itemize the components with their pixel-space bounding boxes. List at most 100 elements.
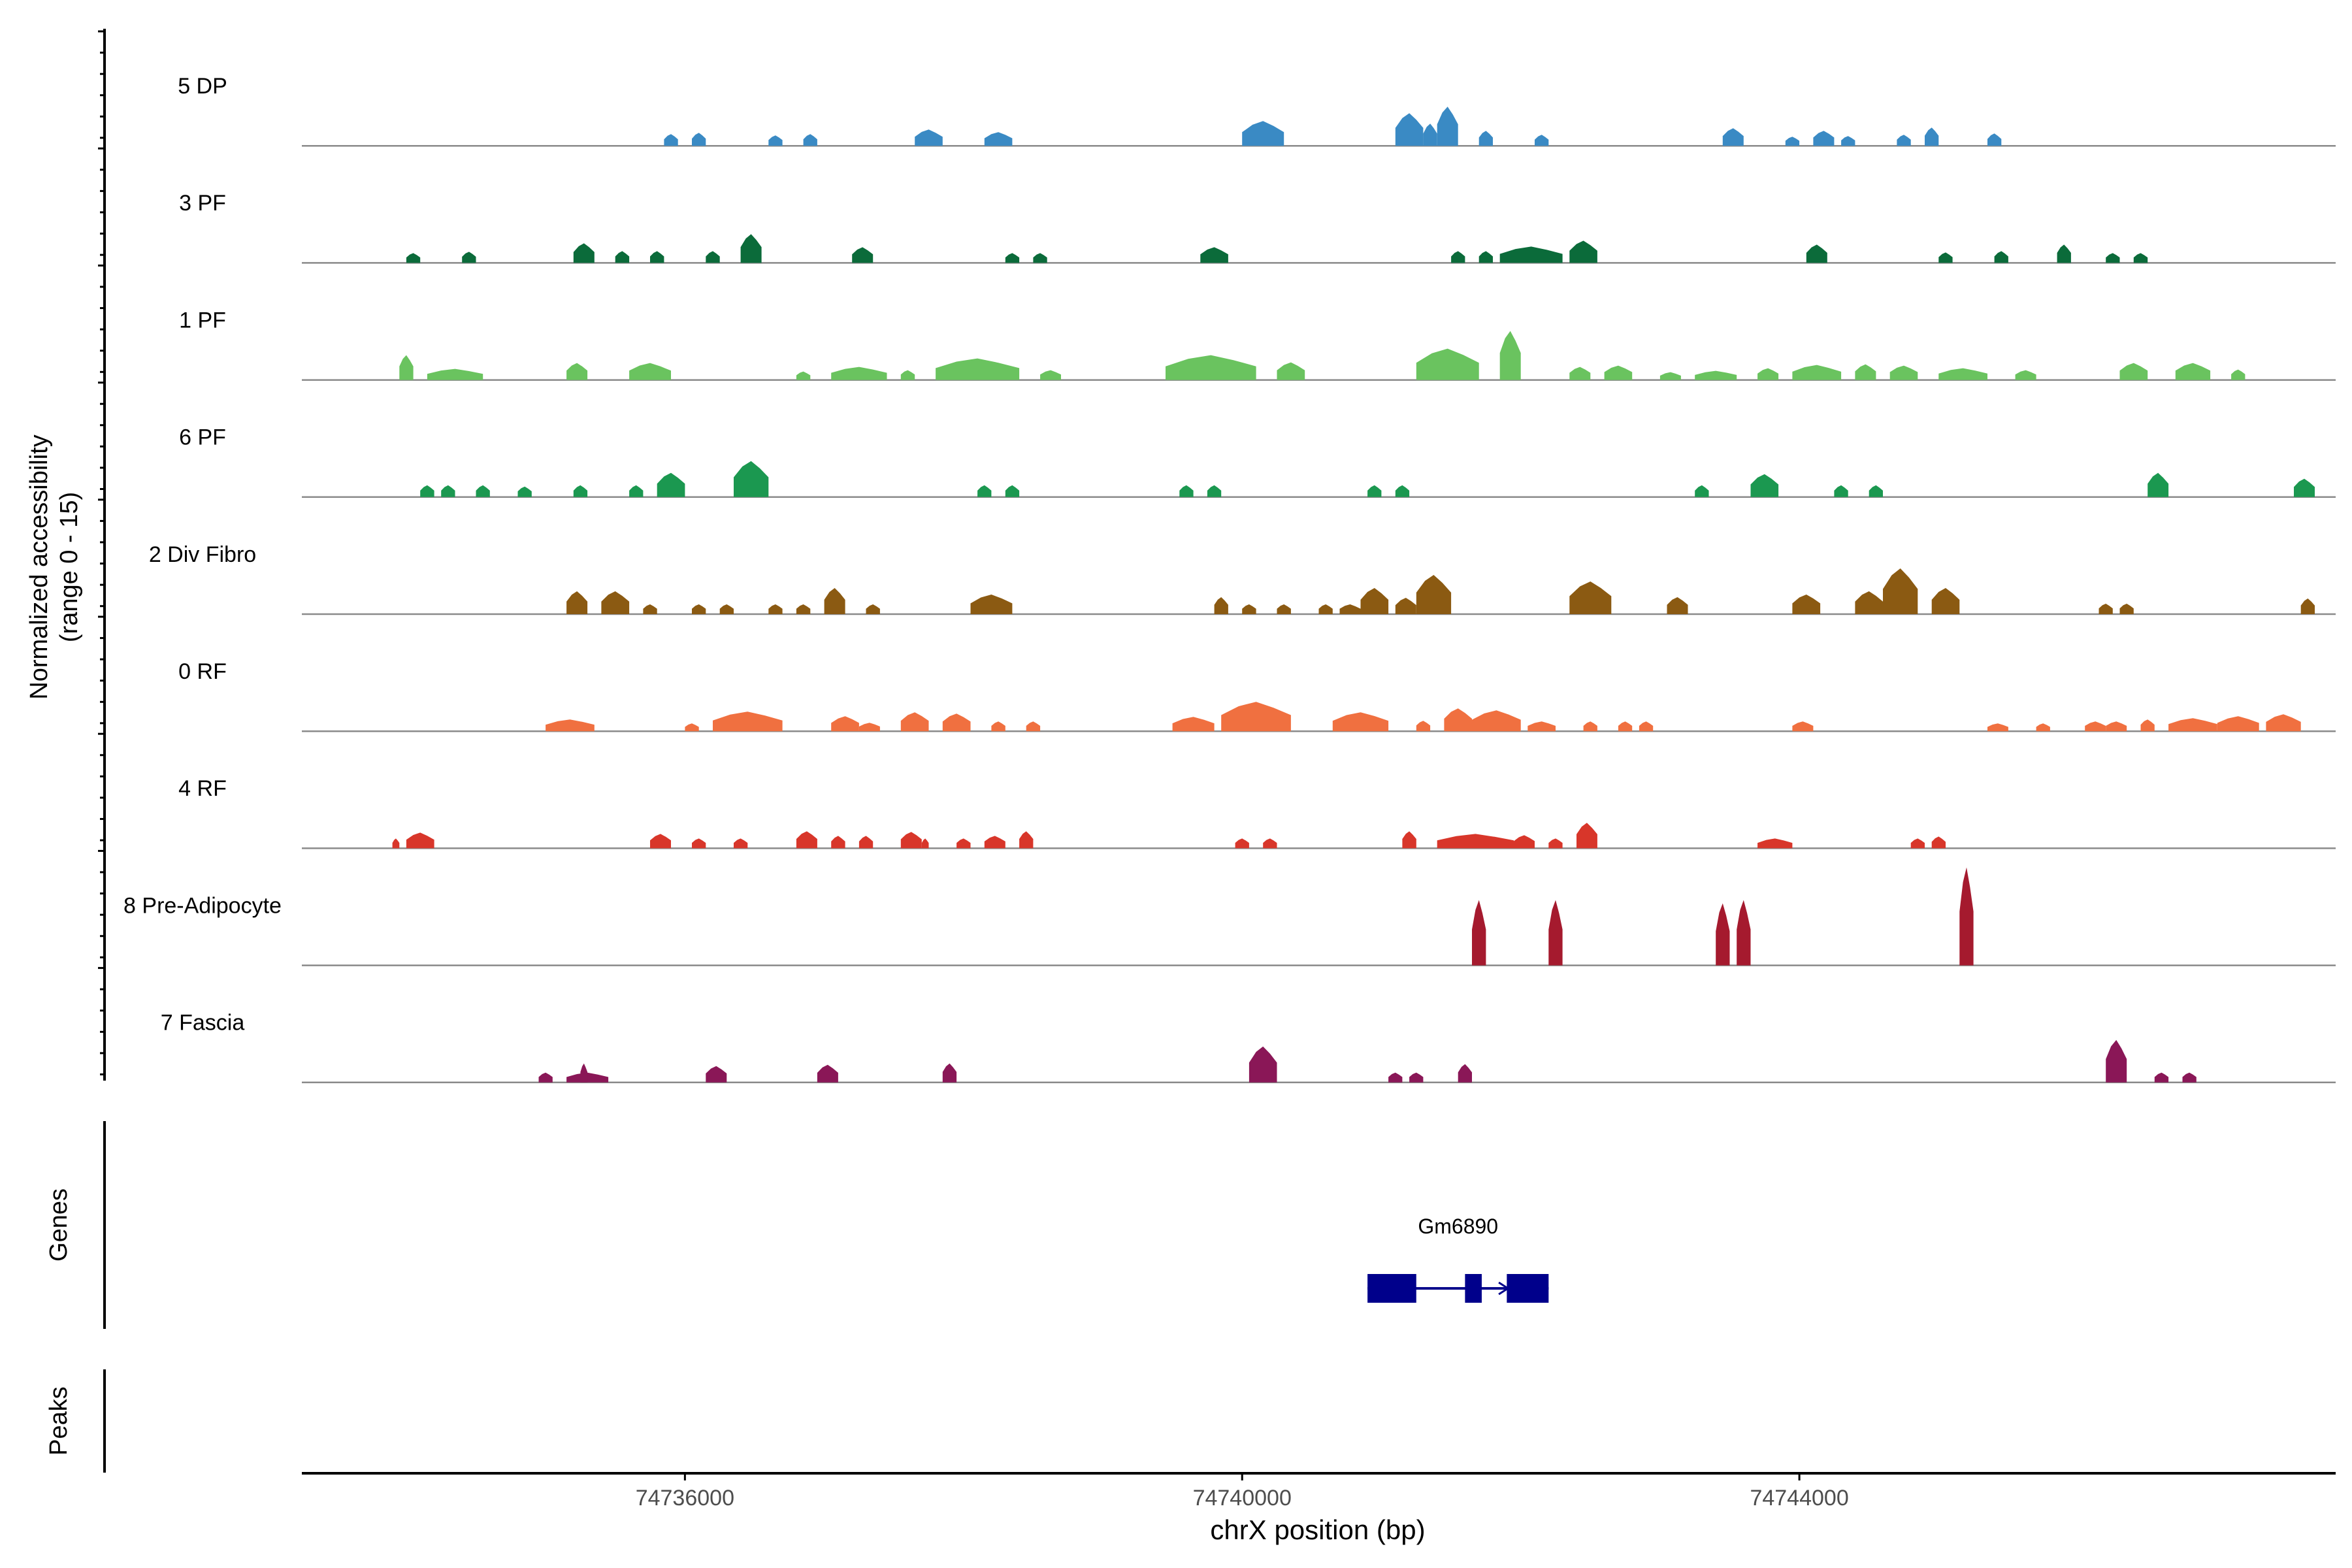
coverage-peak	[858, 836, 874, 849]
track-label: 2 Div Fibro	[149, 542, 256, 567]
coverage-peak	[803, 134, 817, 146]
coverage-peak	[2140, 719, 2155, 732]
y-axis-label-line-2: (range 0 - 15)	[56, 492, 83, 642]
x-axis: 74736000 74740000 74744000	[302, 1472, 2336, 1511]
coverage-peak	[984, 836, 1005, 849]
coverage-peak	[1604, 365, 1633, 380]
coverage-peak	[1938, 252, 1953, 263]
coverage-peak	[1478, 251, 1493, 263]
coverage-peak	[1695, 370, 1737, 380]
coverage-peak	[1659, 372, 1681, 380]
coverage-peak	[991, 721, 1005, 732]
coverage-peak	[2154, 1072, 2169, 1083]
coverage-peak	[831, 836, 845, 849]
coverage-peak	[1416, 348, 1479, 380]
coverage-peak	[1869, 485, 1883, 497]
coverage-peak	[1750, 474, 1779, 497]
coverage-peak	[1395, 113, 1424, 146]
coverage-peak	[1883, 568, 1918, 614]
y-axis-label-line-1: Normalized accessibility	[25, 434, 53, 699]
coverage-peak	[650, 834, 671, 849]
x-axis-tick-label: 74736000	[636, 1486, 734, 1511]
coverage-peak	[1757, 838, 1793, 849]
coverage-peak	[1458, 1064, 1472, 1083]
coverage-peak	[1033, 253, 1047, 263]
track-8-pre-adipocyte: 8 Pre-Adipocyte	[123, 867, 2336, 966]
coverage-peak	[817, 1064, 838, 1083]
coverage-peak	[1451, 251, 1465, 263]
x-axis-title: chrX position (bp)	[1210, 1514, 1425, 1545]
track-label: 6 PF	[179, 425, 226, 450]
coverage-peak	[1277, 362, 1305, 380]
coverage-peak	[1472, 900, 1486, 966]
coverage-peak	[2106, 253, 2120, 263]
coverage-y-axis	[98, 29, 106, 1081]
coverage-peak	[1722, 128, 1744, 146]
coverage-peak	[1235, 838, 1249, 849]
coverage-peak	[1841, 136, 1855, 146]
coverage-peak	[517, 486, 532, 497]
coverage-peak	[2099, 604, 2113, 614]
track-1-pf: 1 PF	[179, 308, 2336, 381]
coverage-peak	[1987, 723, 2008, 732]
coverage-peak	[538, 1072, 553, 1083]
coverage-peak	[1583, 721, 1597, 732]
genes-panel: Genes Gm6890	[45, 1121, 1549, 1329]
coverage-peak	[1499, 331, 1521, 380]
coverage-peak	[2015, 370, 2036, 380]
coverage-peak	[2168, 718, 2217, 732]
coverage-peak	[713, 711, 783, 732]
coverage-tracks: 5 DP 3 PF 1 PF 6 PF 2 Div Fibro 0 RF 4 RF 8 Pre…	[123, 74, 2336, 1084]
track-label: 3 PF	[179, 191, 226, 216]
coverage-peak	[1019, 831, 1034, 849]
peaks-panel: Peaks	[45, 1369, 106, 1473]
coverage-peak	[768, 135, 783, 146]
x-axis-tick-label: 74744000	[1750, 1486, 1848, 1511]
coverage-peak	[858, 723, 880, 732]
coverage-peak	[1179, 485, 1194, 497]
coverage-peak	[2148, 472, 2169, 497]
coverage-peak	[1339, 604, 1361, 614]
coverage-peak	[942, 1063, 957, 1083]
track-label: 8 Pre-Adipocyte	[123, 893, 282, 918]
coverage-peak	[566, 591, 588, 614]
coverage-peak	[615, 251, 630, 263]
coverage-peak	[1792, 721, 1814, 732]
track-5-dp: 5 DP	[178, 74, 2336, 147]
track-0-rf: 0 RF	[178, 659, 2336, 732]
coverage-peak	[1367, 485, 1382, 497]
track-3-pf: 3 PF	[179, 191, 2336, 264]
coverage-peak	[1437, 106, 1458, 146]
coverage-peak	[824, 588, 845, 614]
coverage-peak	[900, 370, 915, 380]
coverage-peak	[573, 243, 595, 263]
coverage-peak	[1548, 838, 1563, 849]
coverage-peak	[1931, 836, 1946, 849]
coverage-peak	[643, 604, 657, 614]
coverage-peak	[2085, 721, 2106, 732]
coverage-peak	[1437, 834, 1514, 849]
coverage-peak	[2133, 253, 2148, 263]
coverage-peak	[1416, 575, 1452, 614]
track-6-pf: 6 PF	[179, 425, 2336, 498]
coverage-peak	[1959, 867, 1974, 966]
coverage-peak	[1806, 244, 1827, 263]
peaks-axis-label: Peaks	[45, 1386, 73, 1456]
coverage-peak	[601, 591, 630, 614]
coverage-peak	[1242, 121, 1284, 146]
coverage-peak	[1716, 903, 1730, 966]
gene-exon	[1367, 1274, 1416, 1303]
coverage-peak	[796, 831, 817, 849]
coverage-peak	[1472, 710, 1521, 732]
coverage-peak	[462, 252, 476, 263]
coverage-peak	[956, 838, 971, 849]
coverage-peak	[406, 253, 421, 263]
coverage-peak	[970, 595, 1013, 614]
coverage-peak	[1409, 1072, 1424, 1083]
coverage-peak	[1200, 247, 1228, 263]
gene-strand-arrow	[1373, 1281, 1384, 1296]
track-label: 4 RF	[178, 776, 227, 801]
coverage-peak	[1402, 831, 1416, 849]
coverage-peak	[1332, 712, 1389, 732]
